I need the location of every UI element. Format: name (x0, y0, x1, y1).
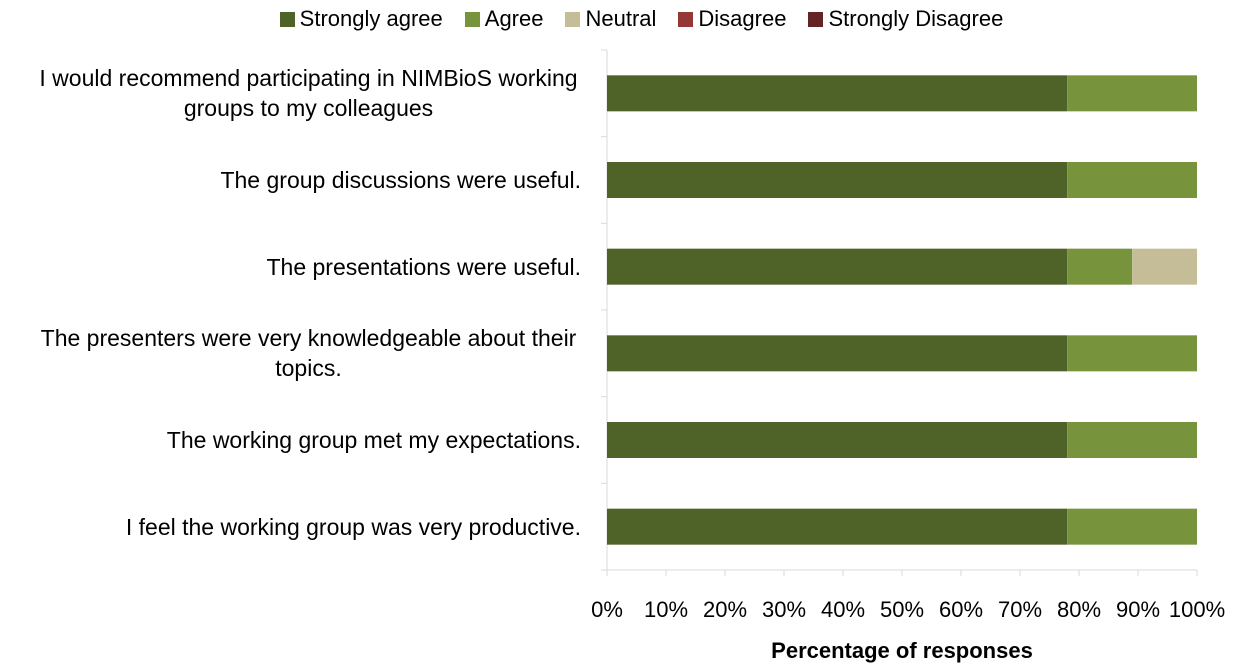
x-tick-label: 80% (1056, 597, 1102, 622)
legend-item: Strongly agree (279, 6, 443, 32)
x-tick-label: 0% (591, 597, 623, 622)
legend-swatch (279, 11, 295, 27)
category-label: I feel the working group was very produc… (125, 513, 581, 540)
x-tick-label: 60% (938, 597, 984, 622)
x-tick-label: 100% (1168, 597, 1226, 622)
bar-segment (1067, 335, 1197, 372)
bar-segment (607, 248, 1068, 285)
x-tick-label: 20% (702, 597, 748, 622)
category-label: The working group met my expectations. (166, 427, 581, 453)
bar-segment (607, 75, 1068, 112)
legend-label: Strongly Disagree (828, 6, 1004, 31)
bar-segment (1067, 248, 1133, 285)
bar-segment (1132, 248, 1197, 285)
bar-segment (607, 422, 1068, 458)
legend-swatch (565, 11, 581, 27)
category-label: I would recommend participating in NIMBi… (39, 65, 578, 122)
x-tick-label: 40% (820, 597, 866, 622)
legend-label: Strongly agree (299, 6, 443, 31)
category-label: The presentations were useful. (266, 253, 581, 280)
legend-swatch (808, 11, 824, 27)
category-label: The presenters were very knowledgeable a… (40, 325, 577, 382)
bar-segment (1067, 508, 1197, 545)
legend-item: Strongly Disagree (808, 6, 1003, 32)
bar-segment (607, 508, 1068, 545)
x-tick-label: 90% (1115, 597, 1161, 622)
category-label: The group discussions were useful. (220, 167, 581, 193)
bar-segment (1067, 422, 1197, 458)
x-tick-label: 70% (997, 597, 1043, 622)
x-axis-title: Percentage of responses (771, 638, 1033, 663)
bar-segment (607, 335, 1068, 372)
legend-item: Neutral (565, 6, 656, 32)
bar-segment (607, 162, 1068, 198)
legend-label: Agree (484, 6, 544, 31)
x-tick-label: 50% (879, 597, 925, 622)
legend-label: Disagree (698, 6, 787, 31)
legend-swatch (678, 11, 694, 27)
x-tick-label: 10% (643, 597, 689, 622)
legend-item: Agree (464, 6, 544, 32)
legend: Strongly agree Agree Neutral Disagree Strong… (0, 6, 1243, 32)
legend-swatch (464, 11, 480, 27)
x-tick-label: 30% (761, 597, 807, 622)
bar-segment (1067, 162, 1197, 198)
legend-item: Disagree (678, 6, 786, 32)
legend-label: Neutral (585, 6, 657, 31)
bar-segment (1067, 75, 1197, 112)
